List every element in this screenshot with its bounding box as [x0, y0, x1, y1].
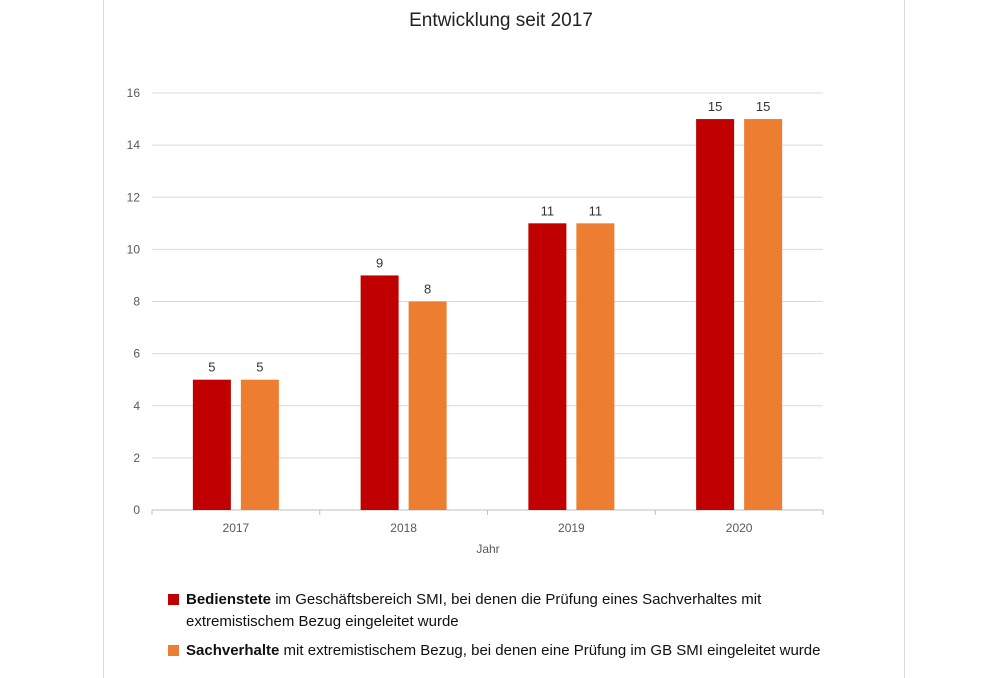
data-label: 9	[376, 255, 383, 270]
data-label: 5	[208, 360, 215, 375]
y-tick-label: 0	[133, 503, 140, 517]
chart-title: Entwicklung seit 2017	[409, 10, 593, 31]
legend-label-bold: Sachverhalte	[186, 642, 280, 659]
bar-bedienstete-2017	[192, 379, 231, 510]
legend-label-rest: im Geschäftsbereich SMI, bei denen die P…	[186, 591, 762, 630]
y-tick-label: 10	[127, 242, 141, 256]
data-label: 8	[424, 282, 431, 297]
bar-sachverhalte-2019	[576, 223, 615, 510]
y-tick-label: 16	[127, 86, 141, 100]
y-tick-label: 2	[133, 451, 140, 465]
bar-bedienstete-2020	[696, 119, 735, 510]
x-tick-label: 2017	[223, 521, 250, 535]
bar-bedienstete-2019	[528, 223, 567, 510]
y-tick-label: 14	[127, 138, 141, 152]
x-tick-label: 2020	[726, 521, 753, 535]
legend-label-bold: Bedienstete	[186, 591, 272, 608]
legend-label-rest: mit extremistischem Bezug, bei denen ein…	[279, 642, 821, 659]
data-label: 11	[541, 203, 555, 218]
legend-swatch-sachverhalte	[168, 645, 179, 656]
x-tick-label: 2019	[558, 521, 585, 535]
y-axis-ticks: 0 2 4 6 8 10 12 14 16	[127, 86, 141, 517]
bar-sachverhalte-2017	[240, 379, 279, 510]
bars	[192, 119, 783, 510]
x-axis-ticks: 2017 2018 2019 2020	[151, 510, 824, 535]
data-labels: 5 5 9 8 11 11 15 15	[208, 99, 770, 375]
legend-swatch-bedienstete	[168, 594, 179, 605]
x-axis-title: Jahr	[476, 542, 499, 556]
y-tick-label: 12	[127, 190, 141, 204]
data-label: 15	[708, 99, 722, 114]
y-tick-label: 6	[133, 347, 140, 361]
bar-bedienstete-2018	[360, 275, 399, 510]
y-tick-label: 4	[133, 399, 140, 413]
chart-frame	[103, 0, 905, 678]
y-tick-label: 8	[133, 295, 140, 309]
bar-sachverhalte-2020	[744, 119, 783, 510]
data-label: 15	[756, 99, 770, 114]
data-label: 11	[589, 203, 603, 218]
data-label: 5	[256, 360, 263, 375]
x-tick-label: 2018	[390, 521, 417, 535]
bar-sachverhalte-2018	[408, 301, 447, 510]
